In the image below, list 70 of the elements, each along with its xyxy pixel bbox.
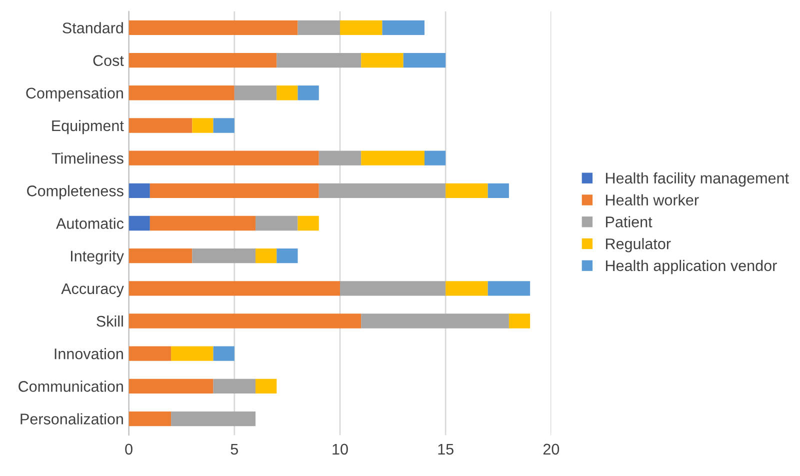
bar — [150, 183, 319, 198]
bar — [446, 281, 488, 296]
legend-label: Health facility management — [606, 172, 789, 187]
bar — [276, 248, 298, 264]
bar — [171, 411, 256, 426]
bar — [361, 314, 509, 328]
legend-label: Regulator — [606, 238, 671, 252]
y-tick-label: Completeness — [27, 185, 124, 200]
bar — [508, 314, 530, 328]
bar — [298, 216, 319, 231]
bar — [403, 52, 446, 68]
bar — [150, 216, 256, 231]
bar — [446, 183, 488, 198]
x-tick-label: 15 — [438, 444, 454, 455]
y-tick-label: Standard — [62, 22, 123, 34]
y-tick-label: Skill — [96, 315, 123, 327]
y-tick-label: Compensation — [26, 87, 123, 102]
legend-label: Patient — [606, 216, 652, 228]
bar — [318, 150, 362, 166]
bar — [361, 150, 424, 166]
x-tick-label: 5 — [230, 444, 238, 455]
y-tick-label: Personalization — [20, 413, 123, 424]
bar — [128, 314, 362, 328]
bar — [128, 411, 172, 426]
bar — [192, 248, 256, 264]
bar — [128, 378, 214, 394]
x-tick-label: 0 — [125, 444, 132, 455]
bar — [213, 346, 234, 361]
bar — [234, 86, 277, 100]
bar — [488, 183, 509, 198]
bar — [128, 86, 234, 100]
bar — [128, 281, 340, 296]
bar — [128, 52, 277, 68]
bar — [298, 20, 340, 36]
bar — [192, 118, 214, 133]
bar — [382, 20, 424, 36]
bar — [128, 248, 192, 264]
y-tick-label: Automatic — [56, 218, 124, 229]
bar — [424, 150, 446, 166]
y-tick-label: Cost — [93, 55, 124, 66]
bar — [340, 281, 446, 296]
bar — [256, 216, 298, 231]
y-tick-label: Equipment — [52, 120, 124, 134]
bar — [128, 346, 172, 361]
y-tick-label: Accuracy — [61, 283, 124, 298]
bar — [128, 150, 319, 166]
bar — [361, 52, 404, 68]
bar — [340, 20, 382, 36]
bar — [256, 248, 277, 264]
x-tick-label: 20 — [543, 444, 560, 455]
bar — [213, 378, 256, 394]
y-tick-label: Communication — [18, 380, 123, 392]
bar — [171, 346, 214, 361]
bar — [128, 216, 150, 231]
bar — [318, 183, 446, 198]
bar — [276, 52, 362, 68]
bar — [128, 183, 150, 198]
bar — [128, 20, 298, 36]
bar — [488, 281, 530, 296]
y-tick-label: Innovation — [54, 348, 123, 360]
bar — [256, 378, 277, 394]
x-tick-label: 10 — [332, 444, 348, 455]
legend-label: Health application vendor — [606, 260, 777, 274]
y-tick-label: Timeliness — [52, 152, 124, 164]
legend-label: Health worker — [606, 194, 699, 206]
bar — [213, 118, 234, 133]
bar — [128, 118, 192, 133]
y-tick-label: Integrity — [71, 250, 124, 265]
bar — [298, 86, 319, 100]
bar — [276, 86, 298, 100]
